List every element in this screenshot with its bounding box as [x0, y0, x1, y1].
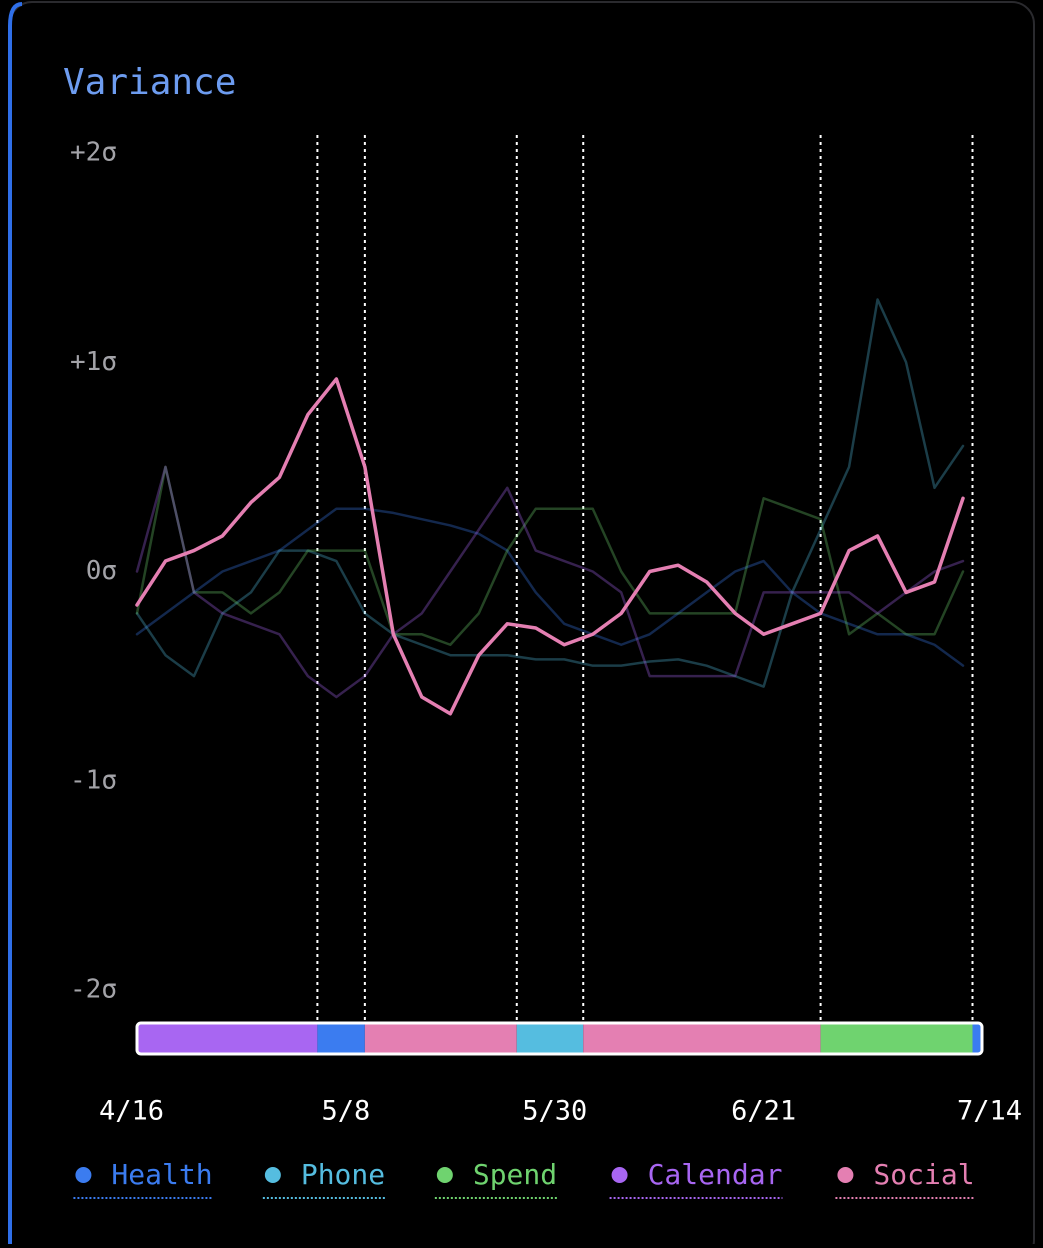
series-line	[135, 377, 965, 716]
x-tick-label: 6/21	[731, 1096, 796, 1127]
y-tick-label: -1σ	[70, 765, 117, 795]
legend-swatch	[75, 1167, 92, 1183]
legend-item: Social	[835, 1158, 975, 1199]
segment	[317, 1023, 365, 1054]
card-accent	[8, 2, 23, 1244]
legend-label: Spend	[473, 1158, 557, 1191]
legend-swatch	[436, 1167, 453, 1183]
legend-label: Health	[111, 1158, 212, 1191]
segment	[364, 1023, 517, 1054]
legend-item: Spend	[434, 1158, 558, 1199]
y-tick-label: 0σ	[86, 556, 117, 586]
legend-item: Phone	[262, 1158, 386, 1199]
segment	[516, 1023, 584, 1054]
card	[9, 1, 1035, 1248]
segment	[972, 1023, 982, 1054]
y-tick-label: +2σ	[70, 138, 117, 168]
legend-item: Health	[73, 1158, 213, 1199]
legend-item: Calendar	[609, 1158, 783, 1199]
y-tick-label: +1σ	[70, 347, 117, 377]
series-line	[135, 298, 965, 688]
x-tick-label: 4/16	[99, 1096, 164, 1127]
series-line	[135, 465, 965, 699]
legend-swatch	[611, 1167, 628, 1183]
x-tick-label: 5/8	[321, 1096, 370, 1127]
x-tick-label: 5/30	[522, 1096, 587, 1127]
legend-swatch	[837, 1167, 854, 1183]
segment	[820, 1023, 973, 1054]
legend-label: Calendar	[648, 1158, 783, 1191]
y-tick-label: -2σ	[70, 975, 117, 1005]
legend-label: Social	[873, 1158, 974, 1191]
x-tick-label: 7/14	[957, 1096, 1022, 1127]
series-line	[135, 465, 965, 646]
series-line	[135, 507, 965, 667]
legend-label: Phone	[301, 1158, 385, 1191]
chart-title: Variance	[63, 62, 236, 103]
segment	[137, 1023, 318, 1054]
legend-swatch	[264, 1167, 281, 1183]
segment	[583, 1023, 821, 1054]
segment-frame	[135, 1021, 984, 1056]
